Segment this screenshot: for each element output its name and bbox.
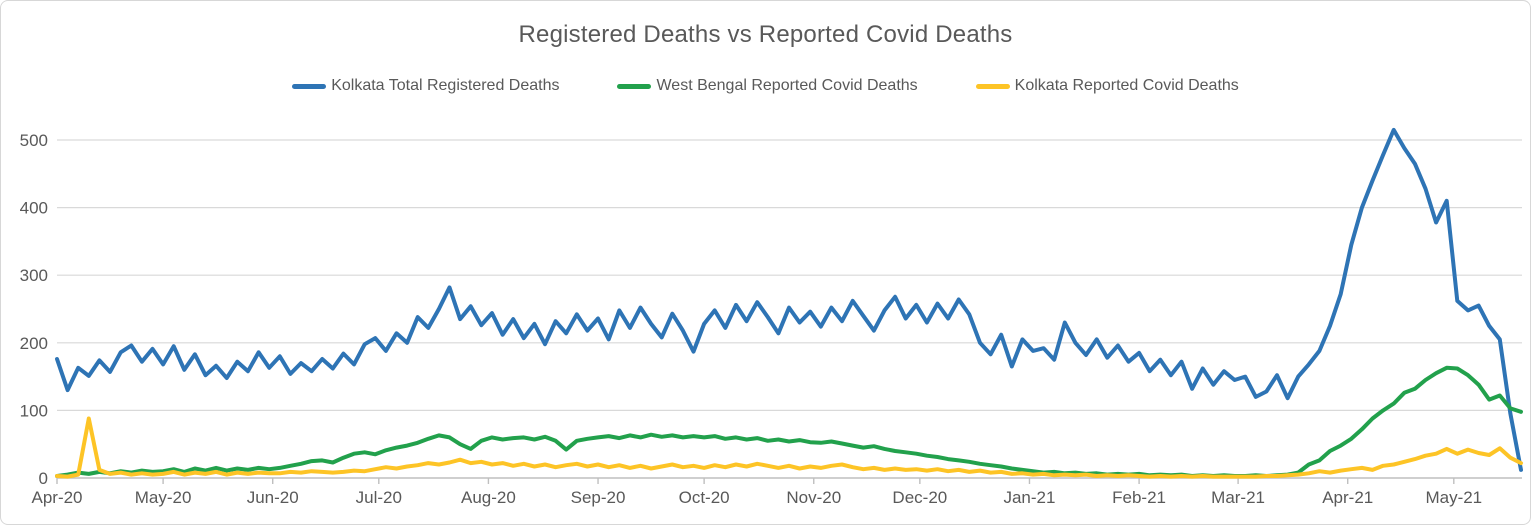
legend-item-kolkata-registered[interactable]: Kolkata Total Registered Deaths [292, 77, 559, 95]
y-tick-label: 500 [20, 131, 48, 150]
y-tick-label: 100 [20, 401, 48, 420]
x-tick-label: Sep-20 [571, 488, 626, 507]
legend-item-wb-covid[interactable]: West Bengal Reported Covid Deaths [617, 77, 918, 95]
x-tick-label: Aug-20 [461, 488, 516, 507]
legend-swatch-blue [292, 83, 327, 89]
legend-swatch-yellow [975, 83, 1010, 89]
legend-item-kolkata-covid[interactable]: Kolkata Reported Covid Deaths [975, 77, 1239, 95]
x-tick-label: Feb-21 [1112, 488, 1166, 507]
x-tick-label: May-21 [1425, 488, 1482, 507]
legend-swatch-green [617, 83, 652, 89]
x-tick-label: Apr-21 [1322, 488, 1373, 507]
legend-label: West Bengal Reported Covid Deaths [656, 77, 918, 94]
series-line [55, 127, 1523, 472]
x-tick-label: Jun-20 [247, 488, 299, 507]
x-tick-label: Mar-21 [1211, 488, 1265, 507]
y-tick-label: 0 [39, 469, 48, 488]
y-tick-label: 400 [20, 199, 48, 218]
x-tick-label: Apr-20 [31, 488, 82, 507]
x-tick-label: Nov-20 [786, 488, 841, 507]
series-line [55, 365, 1523, 478]
x-tick-label: Dec-20 [892, 488, 947, 507]
y-tick-label: 300 [20, 266, 48, 285]
chart-title: Registered Deaths vs Reported Covid Deat… [518, 21, 1013, 48]
x-tick-label: Jul-20 [356, 488, 402, 507]
y-tick-label: 200 [20, 334, 48, 353]
chart-legend: Kolkata Total Registered Deaths West Ben… [1, 77, 1530, 95]
x-tick-label: Jan-21 [1003, 488, 1055, 507]
legend-label: Kolkata Reported Covid Deaths [1014, 77, 1239, 94]
x-tick-label: May-20 [135, 488, 192, 507]
legend-label: Kolkata Total Registered Deaths [331, 77, 560, 94]
series-line [55, 416, 1523, 479]
x-tick-label: Oct-20 [679, 488, 730, 507]
